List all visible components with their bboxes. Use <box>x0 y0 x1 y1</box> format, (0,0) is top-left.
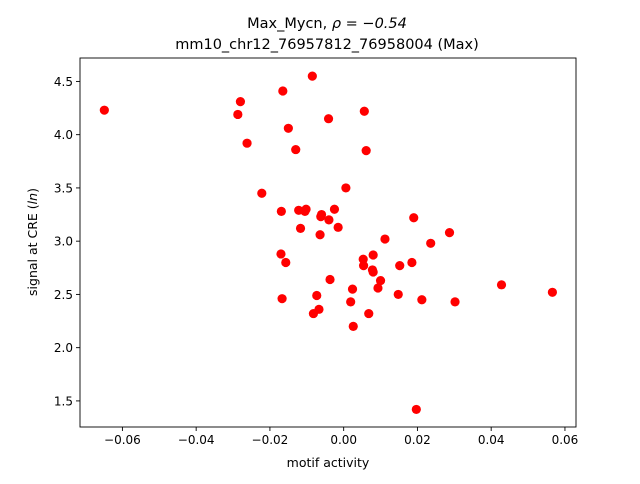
chart-title-line2: mm10_chr12_76957812_76958004 (Max) <box>175 37 479 53</box>
x-tick-label: 0.06 <box>552 433 579 447</box>
data-point-2 <box>235 97 246 107</box>
data-point-17 <box>301 204 311 214</box>
chart-title-name: Max_Mycn, <box>247 16 332 32</box>
y-tick-label: 4.5 <box>54 75 73 89</box>
data-point-53 <box>348 321 358 331</box>
data-point-52 <box>364 308 374 319</box>
data-points <box>99 71 558 415</box>
data-point-39 <box>375 275 386 286</box>
x-tick-label: −0.04 <box>178 433 215 447</box>
data-point-24 <box>315 230 325 240</box>
data-point-23 <box>333 222 343 232</box>
x-tick-label: 0.02 <box>404 433 431 447</box>
data-point-48 <box>496 280 507 290</box>
data-point-33 <box>358 261 369 271</box>
chart-title-rho: ρ = −0.54 <box>332 16 407 32</box>
data-point-13 <box>341 183 351 193</box>
data-point-7 <box>283 123 293 133</box>
data-point-4 <box>242 138 252 148</box>
y-axis-ticks: 1.5 2.0 2.5 3.0 3.5 4.0 4.5 <box>54 75 80 408</box>
data-point-22 <box>295 223 306 233</box>
data-point-26 <box>444 228 455 238</box>
data-point-25 <box>409 213 419 223</box>
y-tick-label: 1.5 <box>54 394 73 408</box>
y-tick-label: 3.0 <box>54 235 73 249</box>
data-point-30 <box>281 257 291 268</box>
data-point-43 <box>312 290 322 301</box>
data-point-49 <box>547 287 558 297</box>
data-point-51 <box>308 308 319 319</box>
y-tick-label: 2.0 <box>54 341 73 355</box>
data-point-45 <box>393 289 403 300</box>
y-tick-label: 3.5 <box>54 181 73 195</box>
y-axis-label-suffix: ) <box>25 188 40 193</box>
data-point-37 <box>395 261 405 271</box>
data-point-6 <box>307 71 317 81</box>
data-point-41 <box>347 284 358 294</box>
data-point-47 <box>450 297 460 307</box>
data-point-44 <box>346 297 356 307</box>
y-tick-label: 4.0 <box>54 128 73 142</box>
y-tick-label: 2.5 <box>54 288 73 302</box>
data-point-10 <box>291 144 301 155</box>
x-tick-label: −0.02 <box>252 433 289 447</box>
data-point-31 <box>368 250 378 260</box>
data-point-54 <box>411 404 421 415</box>
x-axis-ticks: −0.06 −0.04 −0.02 0.00 0.02 0.04 0.06 <box>104 427 578 447</box>
data-point-40 <box>373 283 383 293</box>
data-point-42 <box>277 294 287 304</box>
data-point-35 <box>368 267 378 277</box>
data-point-38 <box>325 274 335 285</box>
x-tick-label: −0.06 <box>104 433 141 447</box>
plot-frame <box>79 57 577 428</box>
data-point-28 <box>426 238 436 248</box>
x-axis-label: motif activity <box>287 455 370 470</box>
data-point-19 <box>316 209 327 220</box>
data-point-11 <box>361 146 371 156</box>
chart-title-line1: Max_Mycn, ρ = −0.54 <box>247 16 407 32</box>
data-point-27 <box>380 234 390 244</box>
x-tick-label: 0.04 <box>478 433 505 447</box>
data-point-12 <box>257 188 267 198</box>
data-point-3 <box>233 109 243 120</box>
data-point-8 <box>323 114 334 124</box>
y-axis-label-italic: ln <box>25 193 40 204</box>
data-point-20 <box>324 215 334 225</box>
data-point-21 <box>329 204 340 214</box>
data-point-1 <box>99 105 109 115</box>
x-tick-label: 0.00 <box>330 433 357 447</box>
data-point-5 <box>278 86 288 96</box>
data-point-29 <box>276 249 286 259</box>
y-axis-label-prefix: signal at CRE ( <box>25 204 40 296</box>
data-point-14 <box>276 206 286 216</box>
data-point-9 <box>359 106 369 116</box>
y-axis-label: signal at CRE (ln) <box>25 188 40 296</box>
data-point-36 <box>407 257 417 268</box>
data-point-46 <box>417 295 427 305</box>
